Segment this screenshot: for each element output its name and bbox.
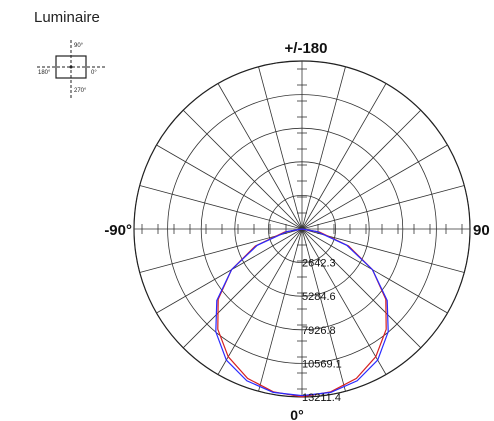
luminaire-title: Luminaire xyxy=(34,9,100,26)
luminaire-label-180: 180° xyxy=(38,70,51,76)
grid-spoke-165 xyxy=(301,66,346,230)
grid-spoke-330 xyxy=(217,228,303,375)
radial-tick-label-4: 13211.4 xyxy=(302,392,341,404)
angle-label-bottom: 0° xyxy=(290,407,303,421)
radial-tick-label-1: 5284.6 xyxy=(302,291,336,303)
polar-curves xyxy=(215,228,389,398)
angle-label-right: 90 xyxy=(473,222,490,239)
grid-spoke-45 xyxy=(301,228,422,349)
polar-grid xyxy=(133,60,471,398)
grid-spoke-15 xyxy=(301,228,346,392)
series-curve-1 xyxy=(215,228,389,397)
grid-spoke-300 xyxy=(156,228,303,314)
grid-spoke-60 xyxy=(301,228,448,314)
radial-tick-label-2: 7926.8 xyxy=(302,325,336,337)
radial-tick-labels: 2642.3 5284.6 7926.8 10569.1 13211.4 xyxy=(302,258,342,404)
radial-tick-label-0: 2642.3 xyxy=(302,258,336,270)
luminaire-label-90: 90° xyxy=(74,43,84,49)
grid-spoke-345 xyxy=(258,228,303,392)
grid-spoke-255 xyxy=(139,185,303,230)
grid-spoke-210 xyxy=(217,83,303,230)
radial-tick-label-3: 10569.1 xyxy=(302,358,342,370)
grid-spoke-240 xyxy=(156,144,303,230)
grid-spoke-225 xyxy=(182,109,303,230)
luminaire-label-270: 270° xyxy=(74,88,87,94)
grid-spoke-135 xyxy=(301,109,422,230)
angle-label-left: -90° xyxy=(104,222,132,239)
grid-spoke-105 xyxy=(301,185,465,230)
grid-spoke-195 xyxy=(258,66,303,230)
luminaire-label-0: 0° xyxy=(91,70,97,76)
grid-spoke-120 xyxy=(301,144,448,230)
grid-spoke-150 xyxy=(301,83,387,230)
angle-label-top: +/-180 xyxy=(285,40,328,57)
grid-spoke-30 xyxy=(301,228,387,375)
luminaire-center xyxy=(69,65,73,69)
grid-spoke-315 xyxy=(182,228,303,349)
